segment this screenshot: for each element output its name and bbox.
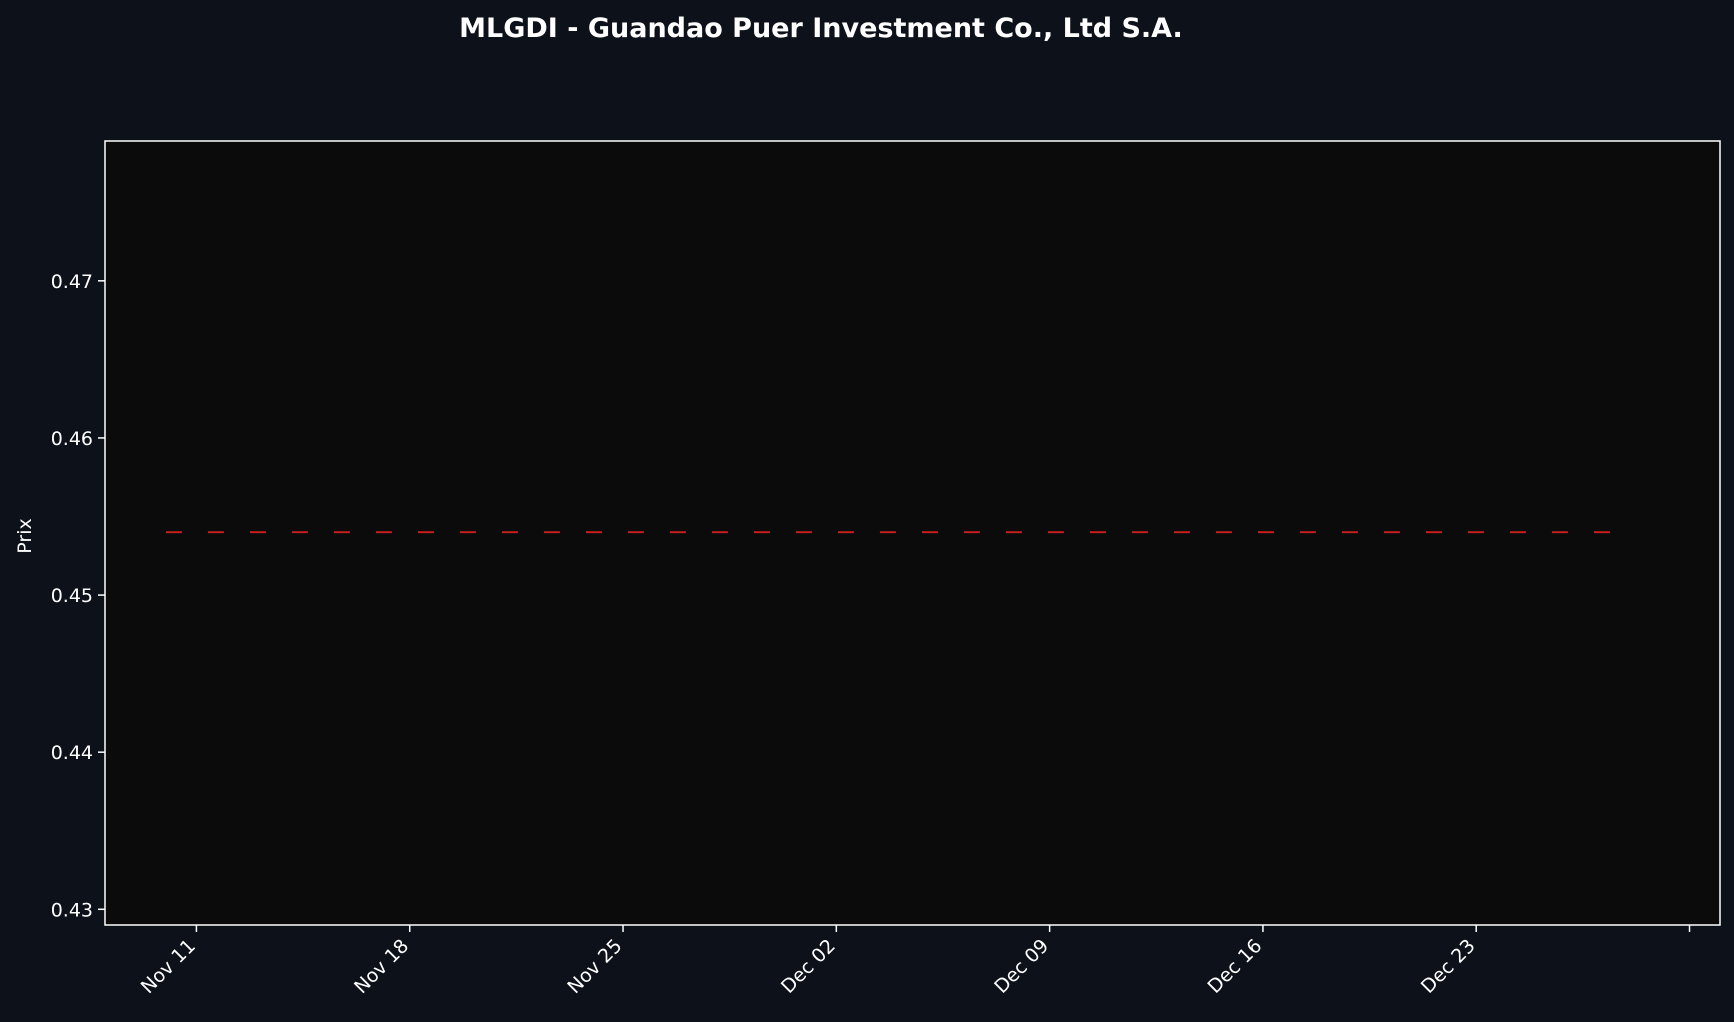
plot-area (104, 140, 1721, 926)
y-tick-label: 0.46 (51, 428, 93, 450)
y-tick-label: 0.44 (51, 742, 93, 764)
chart-title: MLGDI - Guandao Puer Investment Co., Ltd… (459, 13, 1183, 44)
y-axis: 0.43 0.44 0.45 0.46 0.47 (51, 271, 105, 921)
y-tick-label: 0.45 (51, 585, 93, 607)
y-axis-label: Prix (14, 518, 36, 553)
y-tick-label: 0.43 (51, 899, 93, 921)
y-tick-label: 0.47 (51, 271, 93, 293)
